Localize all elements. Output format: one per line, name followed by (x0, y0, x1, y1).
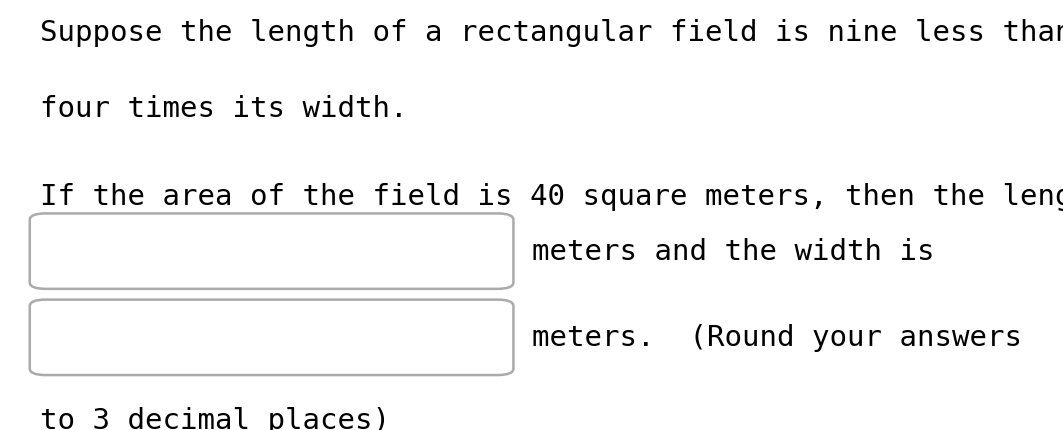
Text: four times its width.: four times its width. (40, 95, 408, 123)
Text: Suppose the length of a rectangular field is nine less than: Suppose the length of a rectangular fiel… (40, 19, 1063, 47)
FancyBboxPatch shape (30, 300, 513, 375)
Text: meters.  (Round your answers: meters. (Round your answers (532, 324, 1022, 351)
Text: meters and the width is: meters and the width is (532, 238, 934, 265)
Text: If the area of the field is 40 square meters, then the length is: If the area of the field is 40 square me… (40, 183, 1063, 211)
Text: to 3 decimal places): to 3 decimal places) (40, 406, 390, 430)
FancyBboxPatch shape (30, 214, 513, 289)
